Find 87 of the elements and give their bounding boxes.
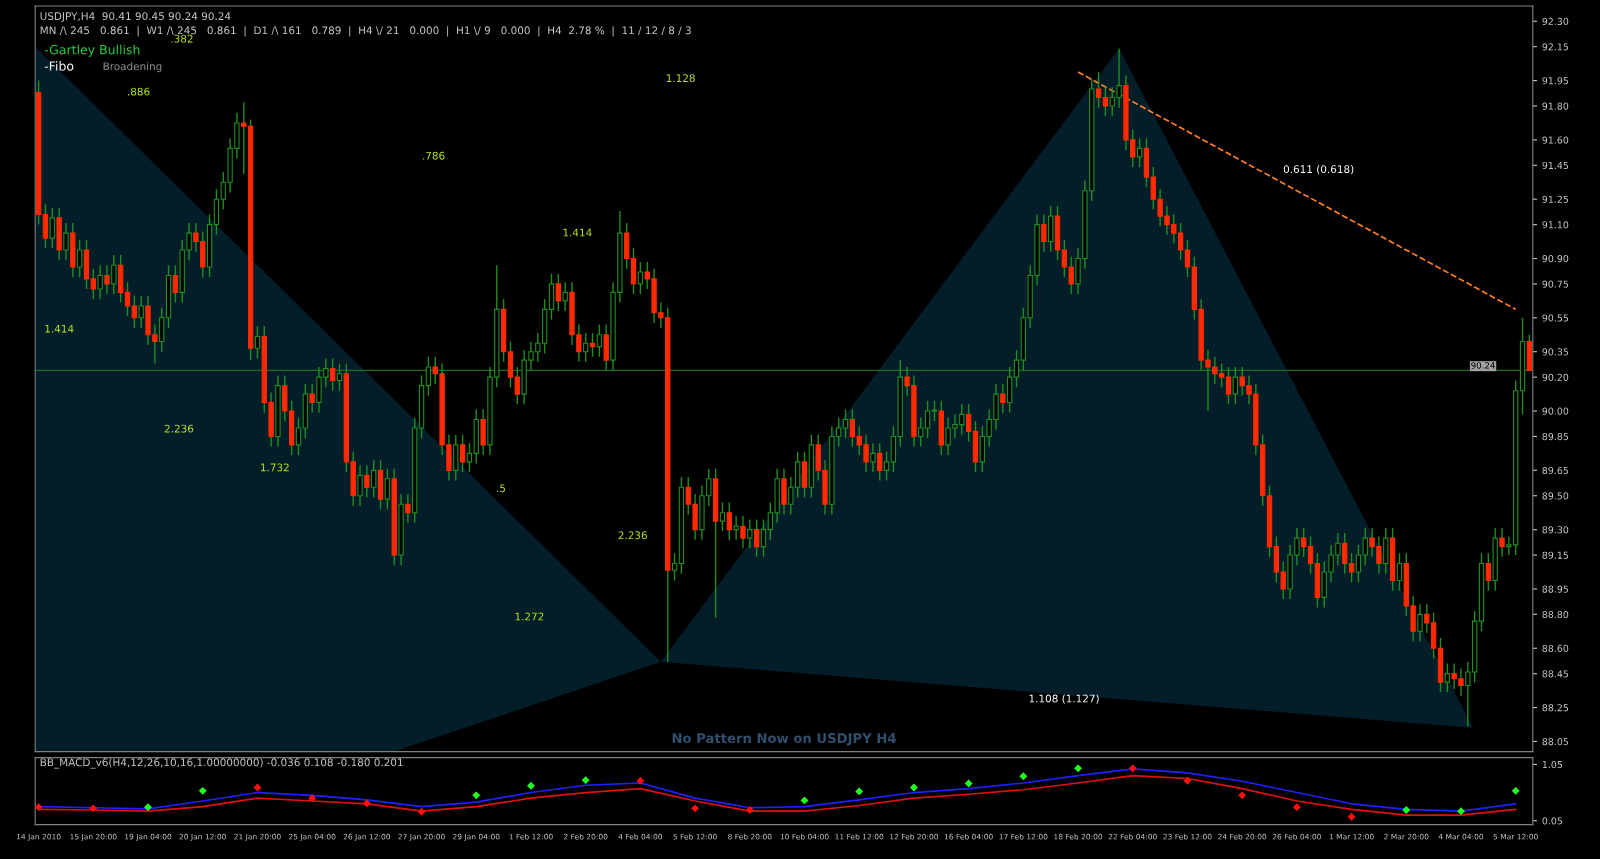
annotation: 1.414 [45, 324, 74, 333]
candlestick [931, 400, 938, 422]
annotation: .786 [423, 151, 445, 160]
y-tick-label: 91.60 [1542, 136, 1569, 144]
candlestick [1013, 349, 1020, 388]
chart-title: BB_MACD_v6(H4,12,26,10,16,1.00000000) -0.036 0.108 -0.180 0.201 [40, 758, 403, 769]
annotation: Broadening [103, 62, 162, 73]
candlestick [336, 362, 343, 392]
candlestick [76, 239, 83, 278]
candlestick [1396, 552, 1403, 592]
candlestick [747, 518, 753, 549]
candlestick [357, 464, 363, 507]
annotation: 1.128 [666, 74, 695, 83]
y-tick-label: 92.15 [1542, 43, 1569, 51]
candlestick [254, 325, 261, 360]
y-tick-label: 91.45 [1542, 161, 1569, 170]
candlestick [49, 206, 55, 250]
annotation: 1.732 [261, 463, 289, 472]
candlestick [637, 261, 644, 295]
y-tick-label: 88.25 [1542, 704, 1569, 712]
y-tick-label: 92.30 [1542, 17, 1569, 25]
y-tick-label: 0.05 [1542, 817, 1563, 825]
y-tick-label: 90.00 [1542, 407, 1569, 415]
candlestick [466, 442, 473, 473]
candlestick [138, 295, 144, 329]
annotation: .886 [128, 87, 150, 96]
y-tick-label: 88.45 [1542, 670, 1569, 678]
candlestick [671, 552, 678, 582]
candlestick [1417, 603, 1423, 643]
candlestick [842, 408, 849, 439]
y-tick-label: 88.80 [1542, 610, 1569, 619]
y-tick-label: 88.60 [1542, 644, 1569, 652]
candlestick [733, 515, 739, 541]
candlestick [63, 222, 69, 261]
candlestick [42, 203, 49, 250]
ref-line-label: 90.24 [1471, 362, 1495, 369]
candlestick [371, 459, 377, 499]
y-tick-label: 90.20 [1542, 373, 1569, 381]
y-tick-label: 1.05 [1542, 760, 1563, 769]
candlestick [1444, 662, 1450, 694]
y-tick-label: 91.10 [1542, 221, 1569, 229]
y-tick-label: 91.80 [1542, 102, 1569, 110]
candlestick [1184, 239, 1191, 278]
y-tick-label: 89.65 [1542, 466, 1569, 475]
candlestick [760, 518, 767, 558]
candlestick [583, 332, 589, 363]
annotation: 2.236 [618, 531, 647, 540]
annotation: 1.414 [563, 228, 592, 237]
line-series [37, 774, 1517, 816]
candlestick [596, 323, 603, 358]
candlestick [883, 450, 890, 482]
candlestick [97, 264, 103, 300]
y-tick-label: 90.90 [1542, 255, 1569, 263]
annotation: 0.611 (0.618) [1283, 165, 1354, 175]
y-tick-label: 91.25 [1542, 195, 1569, 203]
candlestick [1232, 366, 1239, 405]
y-tick-label: 90.75 [1542, 280, 1569, 288]
candlestick [295, 417, 302, 456]
candlestick [719, 501, 726, 533]
annotation: 1.272 [515, 612, 544, 621]
y-tick-label: 89.15 [1542, 551, 1569, 559]
y-tick-label: 88.95 [1542, 585, 1569, 593]
y-tick-label: 91.95 [1542, 77, 1569, 85]
candlestick [870, 442, 876, 473]
candlestick [159, 306, 165, 353]
candlestick [1095, 71, 1102, 109]
y-tick-label: 89.50 [1542, 492, 1569, 500]
candlestick [1225, 366, 1232, 405]
candlestick [111, 254, 117, 295]
y-tick-label: 89.30 [1542, 526, 1569, 534]
candlestick [562, 281, 568, 312]
candlestick [1136, 137, 1143, 168]
annotation: -Fibo [44, 61, 74, 71]
candlestick [425, 356, 432, 397]
y-tick-label: 89.85 [1542, 433, 1569, 441]
y-tick-label: 90.35 [1542, 348, 1569, 356]
candlestick [384, 467, 391, 510]
annotation: .5 [497, 484, 506, 493]
annotation: No Pattern Now on USDJPY H4 [672, 733, 896, 746]
candlestick [1307, 535, 1314, 575]
candlestick [124, 281, 131, 317]
y-tick-label: 90.55 [1542, 314, 1569, 322]
annotation: 2.236 [164, 424, 194, 433]
text: USDJPY,H4 90.41 90.45 90.24 90.24 [40, 12, 231, 22]
annotation: 1.108 (1.127) [1029, 694, 1099, 704]
annotation: -Gartley Bullish [44, 44, 140, 57]
y-tick-label: 88.05 [1542, 738, 1569, 746]
